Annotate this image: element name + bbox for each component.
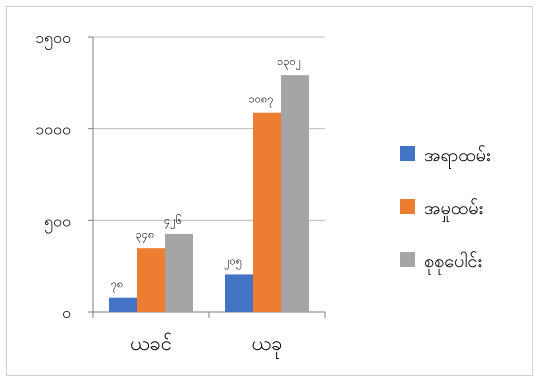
legend-label: စုစုပေါင်း xyxy=(424,251,482,275)
legend: အရာထမ်းအမှုထမ်းစုစုပေါင်း xyxy=(400,145,491,275)
legend-swatch xyxy=(400,252,415,267)
y-tick-label: ၀ xyxy=(62,303,71,322)
bar-3-1 xyxy=(165,233,193,312)
category-label: ယခင် xyxy=(130,331,172,355)
data-label: ၁၀၈၇ xyxy=(249,93,274,108)
y-tick-label: ၁၅၀၀ xyxy=(35,28,71,50)
bar-2-1 xyxy=(137,248,165,312)
bar-1-2 xyxy=(225,274,253,312)
data-label: ၃၄၈ xyxy=(136,228,155,243)
category-label: ယခု xyxy=(252,331,283,359)
bars xyxy=(109,75,309,312)
y-tick-label: ၅၀၀ xyxy=(44,211,71,233)
y-tick-label: ၁၀၀၀ xyxy=(35,120,71,139)
legend-swatch xyxy=(400,146,415,161)
data-label: ၂၀၅ xyxy=(224,254,242,269)
data-label: ၄၂၆ xyxy=(164,214,182,229)
bar-1-1 xyxy=(109,297,137,312)
data-label: ၇၈ xyxy=(111,278,123,293)
legend-swatch xyxy=(400,199,415,214)
legend-label: အရာထမ်း xyxy=(424,145,491,169)
chart-frame: ၀၅၀၀ ၁၀၀၀ ၁၅၀၀ ယခင် ယခု ၇၈ ၃၄၈ ၄၂၆ ၂၀၅ ၁၀၈၇ ၁၃၀၂ … xyxy=(6,6,533,376)
legend-label: အမှုထမ်း xyxy=(424,198,483,222)
bar-3-2 xyxy=(281,75,309,312)
data-label: ၁၃၀၂ xyxy=(277,55,301,70)
bar-2-2 xyxy=(253,112,281,312)
